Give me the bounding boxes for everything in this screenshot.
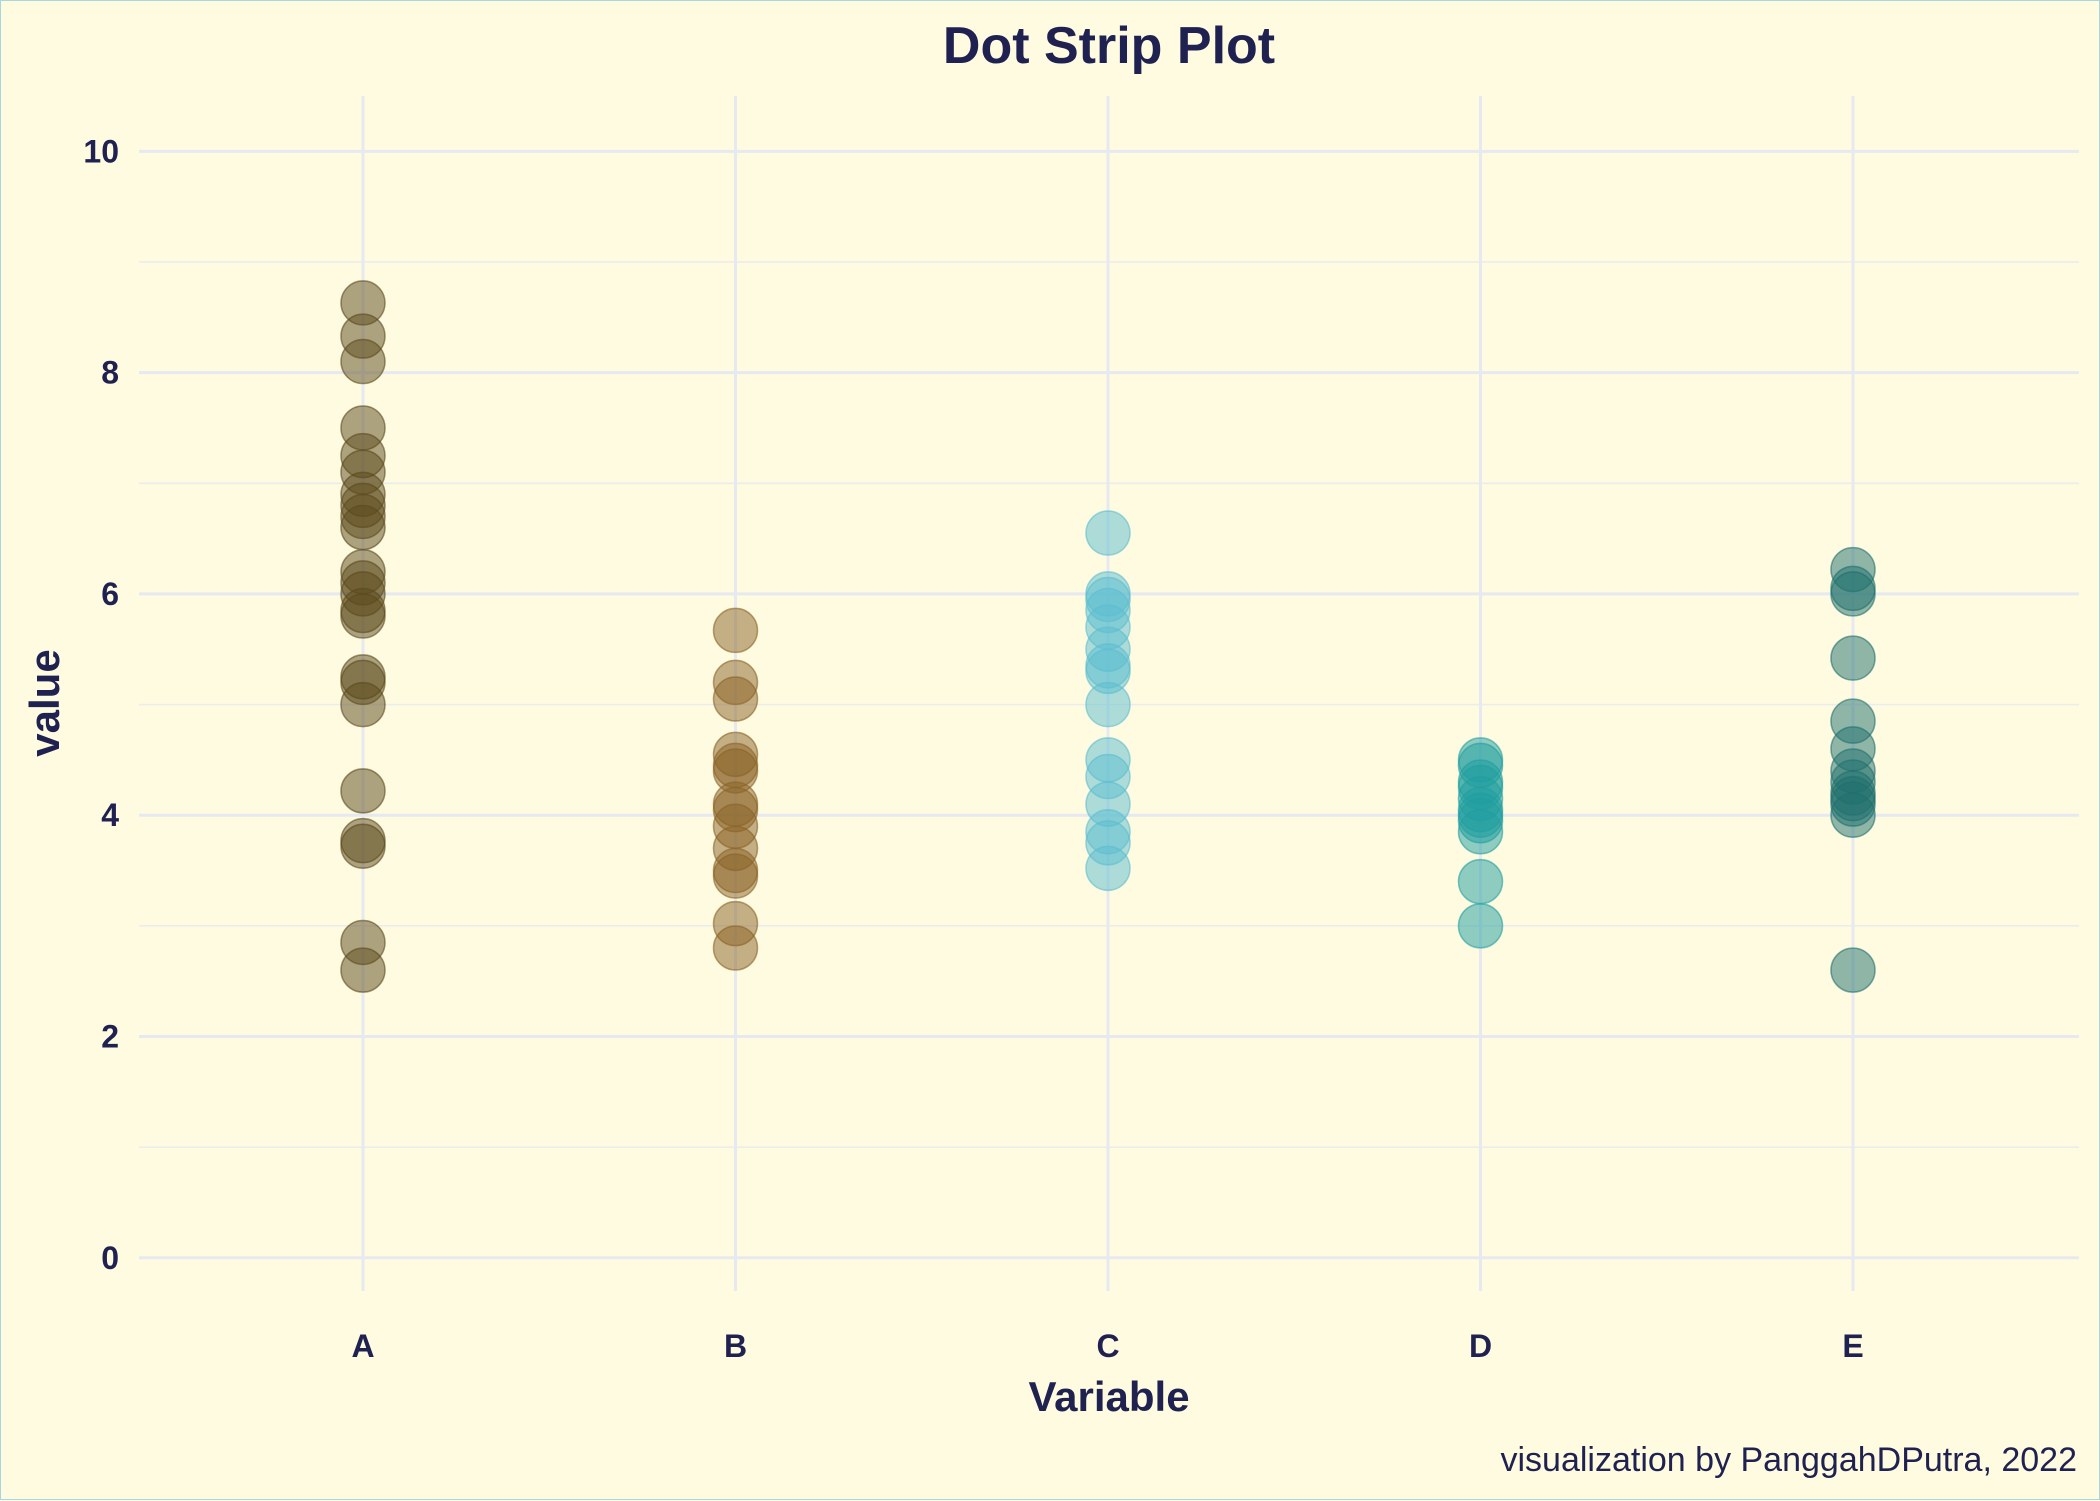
x-axis-title: Variable [1028, 1373, 1189, 1420]
data-point [1830, 571, 1876, 617]
data-point [712, 853, 759, 899]
x-tick-label: E [1842, 1328, 1863, 1364]
data-point [340, 768, 386, 814]
y-tick-label: 6 [101, 576, 119, 612]
x-tick-label: A [351, 1328, 374, 1364]
y-tick-label: 0 [101, 1240, 119, 1276]
x-tick-label: C [1096, 1328, 1119, 1364]
data-point [712, 676, 759, 722]
data-point [1085, 681, 1131, 728]
y-axis-title: value [21, 649, 68, 756]
data-point [340, 681, 386, 728]
data-point [1457, 903, 1504, 949]
data-point [340, 504, 386, 551]
data-point [712, 925, 759, 971]
y-tick-label: 2 [101, 1019, 119, 1055]
data-point [1457, 809, 1504, 855]
data-point [340, 823, 386, 869]
data-point [1457, 858, 1504, 905]
x-tick-label: D [1469, 1328, 1492, 1364]
data-point [1085, 845, 1131, 892]
data-point [340, 593, 386, 639]
x-tick-label: B [724, 1328, 747, 1364]
data-point [1830, 635, 1876, 681]
caption: visualization by PanggahDPutra, 2022 [1501, 1441, 2078, 1479]
data-point [1830, 792, 1876, 838]
y-tick-label: 10 [83, 133, 119, 169]
data-point [712, 607, 759, 654]
axis-layer: 0 2 4 6 8 10 A B C D E [83, 133, 1863, 1364]
points-layer [340, 280, 1876, 993]
data-point [1085, 510, 1131, 556]
data-point [340, 338, 386, 385]
data-point [340, 947, 386, 993]
data-point [1830, 947, 1876, 993]
chart-title: Dot Strip Plot [943, 17, 1275, 75]
y-tick-label: 8 [101, 355, 119, 391]
y-tick-label: 4 [101, 797, 119, 833]
